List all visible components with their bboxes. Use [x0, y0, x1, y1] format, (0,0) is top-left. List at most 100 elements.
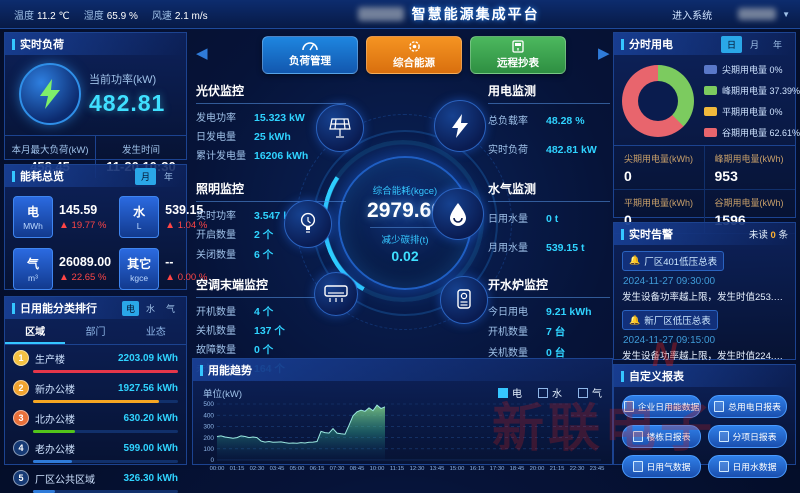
ranking-row[interactable]: 3 北办公楼 630.20 kWh	[5, 405, 186, 433]
up-arrow-icon: ▲	[165, 272, 176, 283]
subtab-region[interactable]: 区域	[5, 319, 66, 344]
energy-item-gas: 气 m³ 26089.00 ▲ 22.65 %	[13, 248, 111, 290]
accent-bar	[621, 38, 624, 50]
svg-text:00:00: 00:00	[210, 466, 225, 472]
document-icon	[718, 431, 729, 442]
page-title: 智慧能源集成平台	[411, 6, 540, 22]
report-button-building[interactable]: 楼栋日报表	[622, 425, 701, 448]
ranking-row[interactable]: 2 新办公楼 1927.56 kWh	[5, 375, 186, 403]
svg-text:300: 300	[203, 424, 214, 431]
toggle-day[interactable]: 日	[720, 35, 742, 53]
tab-electric[interactable]: 电	[121, 300, 139, 316]
current-power-value: 482.81	[89, 90, 166, 116]
air-conditioner-icon	[314, 272, 358, 316]
electric-bolt-icon	[434, 100, 486, 152]
wind-readout: 风速 2.1 m/s	[151, 10, 208, 22]
panel-tou-power: 分时用电 日 月 年 尖期用电量 0% 峰期用电量 37.39% 平期用电量 0…	[613, 32, 800, 234]
rank-badge: 1	[13, 350, 29, 366]
progress-bar	[33, 460, 178, 463]
toggle-month[interactable]: 月	[134, 167, 156, 185]
svg-text:100: 100	[203, 446, 214, 453]
chevron-down-icon[interactable]: ▼	[782, 9, 790, 19]
chart-unit-label: 单位(kW)	[203, 388, 243, 400]
legend-gas[interactable]: 气	[578, 385, 602, 400]
ranking-row[interactable]: 1 生产楼 2203.09 kWh	[5, 345, 186, 373]
document-icon	[623, 401, 634, 412]
svg-text:06:15: 06:15	[310, 466, 325, 472]
report-button-water[interactable]: 日用水数据	[708, 455, 787, 478]
current-power-label: 当前功率(kW)	[89, 74, 157, 86]
svg-text:500: 500	[203, 401, 214, 408]
alarm-bell-icon: 🔔	[629, 255, 641, 265]
section-pv-monitor: 光伏监控 发电功率 15.323 kW 日发电量 25 kWh 累计发电量 16206…	[196, 82, 346, 162]
enter-system-link[interactable]: 进入系统	[672, 10, 713, 22]
humidity-readout: 湿度 65.9 %	[83, 10, 138, 22]
kgce-value: 2979.60	[367, 198, 443, 222]
svg-text:18:45: 18:45	[510, 466, 525, 472]
svg-text:20:00: 20:00	[530, 466, 545, 472]
nav-button-integrated-energy[interactable]: 综合能源	[366, 36, 462, 74]
svg-text:07:30: 07:30	[330, 466, 345, 472]
tou-donut-chart	[622, 65, 694, 137]
legend-electric[interactable]: 电	[498, 385, 522, 400]
svg-text:200: 200	[203, 435, 214, 442]
ranking-row[interactable]: 5 厂区公共区域 326.30 kWh	[5, 465, 186, 493]
report-button-daily-energy[interactable]: 企业日用能数据	[622, 395, 701, 418]
section-power-monitor: 用电监测 总负载率 48.28 % 实时负荷 482.81 kW	[488, 82, 610, 156]
report-button-total-power[interactable]: 总用电日报表	[708, 395, 787, 418]
tab-gas[interactable]: 气	[165, 303, 175, 314]
alert-item[interactable]: 🔔 新厂区低压总表 2024-11-27 09:15:00 发生设备功率越上限，发…	[614, 305, 795, 365]
water-boiler-icon	[440, 276, 488, 324]
svg-text:10:00: 10:00	[370, 466, 385, 472]
svg-text:05:00: 05:00	[290, 466, 305, 472]
progress-bar	[33, 400, 178, 403]
alert-item[interactable]: 🔔 厂区401低压总表 2024-11-27 09:30:00 发生设备功率越上限…	[614, 245, 795, 305]
solar-panel-icon	[316, 104, 364, 152]
toggle-year[interactable]: 年	[772, 39, 782, 50]
subtab-business[interactable]: 业态	[145, 327, 166, 338]
accent-bar	[621, 228, 624, 240]
tab-water[interactable]: 水	[145, 303, 155, 314]
tou-legend: 尖期用电量 0% 峰期用电量 37.39% 平期用电量 0% 谷期用电量 62.…	[704, 63, 800, 139]
report-button-gas[interactable]: 日用气数据	[622, 455, 701, 478]
report-button-subitem[interactable]: 分项日报表	[708, 425, 787, 448]
svg-text:08:45: 08:45	[350, 466, 365, 472]
top-bar: 温度 11.2 ℃ 湿度 65.9 % 风速 2.1 m/s 智慧能源集成平台 进入系…	[0, 0, 800, 29]
carousel-right-arrow[interactable]: ▶	[598, 45, 610, 62]
accent-bar	[12, 170, 15, 182]
subtab-department[interactable]: 部门	[85, 327, 106, 338]
water-drop-icon	[432, 188, 484, 240]
company-logo	[357, 7, 404, 21]
light-bulb-icon	[284, 200, 332, 248]
nav-button-load-management[interactable]: 负荷管理	[262, 36, 358, 74]
carbon-label: 减少碳排(t)	[381, 234, 429, 246]
energy-item-electric: 电 MWh 145.59 ▲ 19.77 %	[13, 196, 111, 238]
panel-realtime-load: 实时负荷 当前功率(kW) 482.81 本月最大负荷(kW)458.45 发生…	[4, 32, 187, 178]
legend-water[interactable]: 水	[538, 385, 562, 400]
toggle-year[interactable]: 年	[163, 171, 173, 182]
up-arrow-icon: ▲	[165, 220, 176, 231]
svg-text:23:45: 23:45	[590, 466, 605, 472]
up-arrow-icon: ▲	[59, 272, 69, 283]
accent-bar	[12, 38, 15, 50]
document-icon	[718, 461, 729, 472]
alarm-bell-icon: 🔔	[629, 314, 641, 325]
svg-text:02:30: 02:30	[250, 466, 265, 472]
panel-energy-ranking: 日用能分类排行 电 水 气 区域 部门 业态 1 生产楼 2203.09 kWh …	[4, 296, 187, 493]
panel-energy-trend: 用能趋势 单位(kW) 电 水 气 0 100 200 300 400 500 00:00 0…	[192, 358, 613, 472]
username-badge[interactable]	[738, 8, 777, 20]
progress-bar	[33, 370, 178, 373]
panel-title: 实时负荷	[20, 39, 64, 51]
carousel-left-arrow[interactable]: ◀	[196, 45, 208, 62]
document-icon	[714, 401, 725, 412]
svg-text:11:15: 11:15	[390, 466, 405, 472]
gear-icon	[367, 40, 461, 57]
svg-text:0: 0	[210, 457, 214, 464]
chart-legend: 电 水 气	[498, 385, 602, 400]
ranking-row[interactable]: 4 老办公楼 599.00 kWh	[5, 435, 186, 463]
toggle-month[interactable]: 月	[749, 39, 759, 50]
tou-stats: 尖期用电量(kWh) 0 峰期用电量(kWh) 953 平期用电量(kWh) 0 谷期…	[614, 145, 795, 234]
nav-button-remote-reading[interactable]: 远程抄表	[470, 36, 566, 74]
